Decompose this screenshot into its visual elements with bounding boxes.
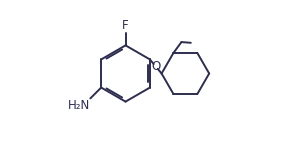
Text: O: O: [151, 60, 160, 73]
Text: H₂N: H₂N: [67, 99, 90, 112]
Text: F: F: [122, 19, 129, 32]
